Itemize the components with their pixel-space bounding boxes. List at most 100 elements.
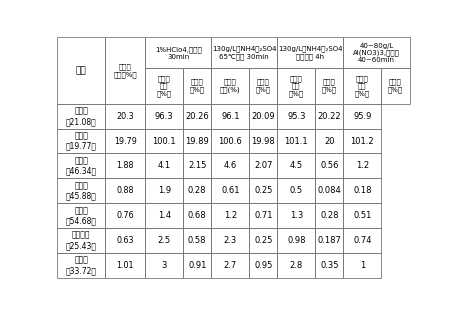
Text: 0.68: 0.68 xyxy=(188,211,207,220)
Bar xyxy=(183,68,211,104)
Text: 1.01: 1.01 xyxy=(116,261,134,270)
Bar xyxy=(211,154,249,178)
Text: 2.5: 2.5 xyxy=(157,236,171,245)
Text: 0.25: 0.25 xyxy=(254,186,273,195)
Text: 0.74: 0.74 xyxy=(353,236,372,245)
Bar xyxy=(106,203,145,228)
Bar xyxy=(57,228,106,253)
Bar xyxy=(57,154,106,178)
Text: 0.084: 0.084 xyxy=(318,186,341,195)
Bar xyxy=(315,154,344,178)
Text: 蔶薇辉石
（25.43）: 蔶薇辉石 （25.43） xyxy=(66,231,96,250)
Bar xyxy=(211,228,249,253)
Text: 0.51: 0.51 xyxy=(353,211,372,220)
Bar xyxy=(145,228,183,253)
Bar xyxy=(57,104,106,129)
Bar xyxy=(315,253,344,278)
Bar xyxy=(183,154,211,178)
Bar xyxy=(249,104,278,129)
Bar xyxy=(183,178,211,203)
Bar xyxy=(211,178,249,203)
Bar xyxy=(106,178,145,203)
Bar xyxy=(344,253,381,278)
Bar xyxy=(57,253,106,278)
Bar xyxy=(211,129,249,154)
Bar xyxy=(315,129,344,154)
Text: 软锱矿
（54.68）: 软锱矿 （54.68） xyxy=(66,206,96,225)
Bar xyxy=(249,154,278,178)
Text: 1.88: 1.88 xyxy=(116,161,134,170)
Bar xyxy=(145,129,183,154)
Bar xyxy=(106,253,145,278)
Text: 100.6: 100.6 xyxy=(218,137,242,145)
Bar xyxy=(57,178,106,203)
Text: 1.9: 1.9 xyxy=(157,186,171,195)
Text: 浸出率
（%）: 浸出率 （%） xyxy=(256,79,271,93)
Text: 0.63: 0.63 xyxy=(116,236,134,245)
Text: 4.1: 4.1 xyxy=(157,161,171,170)
Text: 20.3: 20.3 xyxy=(116,112,134,121)
Text: 水锱矿
（46.34）: 水锱矿 （46.34） xyxy=(66,156,97,176)
Bar xyxy=(249,203,278,228)
Text: 2.07: 2.07 xyxy=(254,161,273,170)
Text: 0.25: 0.25 xyxy=(254,236,273,245)
Text: 4.6: 4.6 xyxy=(224,161,237,170)
Text: 20.26: 20.26 xyxy=(185,112,209,121)
Bar xyxy=(106,154,145,178)
Text: 96.1: 96.1 xyxy=(221,112,239,121)
Bar xyxy=(278,203,315,228)
Text: 菱锱矿
（21.08）: 菱锱矿 （21.08） xyxy=(66,106,96,126)
Text: 0.88: 0.88 xyxy=(116,186,134,195)
Text: 软锱矿
（33.72）: 软锱矿 （33.72） xyxy=(66,256,96,275)
Text: 1.2: 1.2 xyxy=(224,211,237,220)
Text: 2.15: 2.15 xyxy=(188,161,207,170)
Text: 0.28: 0.28 xyxy=(188,186,207,195)
Bar xyxy=(344,203,381,228)
Bar xyxy=(106,104,145,129)
Bar xyxy=(344,154,381,178)
Text: 20.09: 20.09 xyxy=(252,112,275,121)
Text: 4.5: 4.5 xyxy=(290,161,303,170)
Text: 0.95: 0.95 xyxy=(254,261,273,270)
Text: 3: 3 xyxy=(162,261,167,270)
Text: 0.58: 0.58 xyxy=(188,236,207,245)
Text: 实际锱
含量（%）: 实际锱 含量（%） xyxy=(114,63,137,78)
Bar xyxy=(145,37,211,68)
Bar xyxy=(278,154,315,178)
Bar xyxy=(106,129,145,154)
Bar xyxy=(183,203,211,228)
Bar xyxy=(106,37,145,104)
Bar xyxy=(315,178,344,203)
Bar xyxy=(145,203,183,228)
Text: 20: 20 xyxy=(324,137,334,145)
Bar xyxy=(183,129,211,154)
Text: 检测锱
含量
（%）: 检测锱 含量 （%） xyxy=(157,75,172,97)
Bar xyxy=(315,228,344,253)
Text: 0.71: 0.71 xyxy=(254,211,273,220)
Bar xyxy=(57,37,106,104)
Bar xyxy=(344,68,381,104)
Text: 菱锱矿
（19.77）: 菱锱矿 （19.77） xyxy=(66,131,96,151)
Bar xyxy=(278,104,315,129)
Text: 0.61: 0.61 xyxy=(221,186,239,195)
Text: 2.7: 2.7 xyxy=(224,261,237,270)
Bar xyxy=(278,68,315,104)
Text: 20.22: 20.22 xyxy=(318,112,341,121)
Text: 0.91: 0.91 xyxy=(188,261,207,270)
Bar xyxy=(278,253,315,278)
Bar xyxy=(249,178,278,203)
Text: 130g/L（NH4）₂SO4
65℃水浴 30min: 130g/L（NH4）₂SO4 65℃水浴 30min xyxy=(212,46,277,60)
Bar xyxy=(183,228,211,253)
Text: 0.5: 0.5 xyxy=(290,186,303,195)
Text: 96.3: 96.3 xyxy=(155,112,173,121)
Text: 1.4: 1.4 xyxy=(157,211,171,220)
Bar xyxy=(145,68,183,104)
Text: 1%HClo4,沸水浴
30min: 1%HClo4,沸水浴 30min xyxy=(155,46,202,60)
Bar xyxy=(344,104,381,129)
Bar xyxy=(249,129,278,154)
Bar xyxy=(249,68,278,104)
Bar xyxy=(315,203,344,228)
Bar xyxy=(249,228,278,253)
Text: 101.1: 101.1 xyxy=(284,137,308,145)
Bar xyxy=(57,203,106,228)
